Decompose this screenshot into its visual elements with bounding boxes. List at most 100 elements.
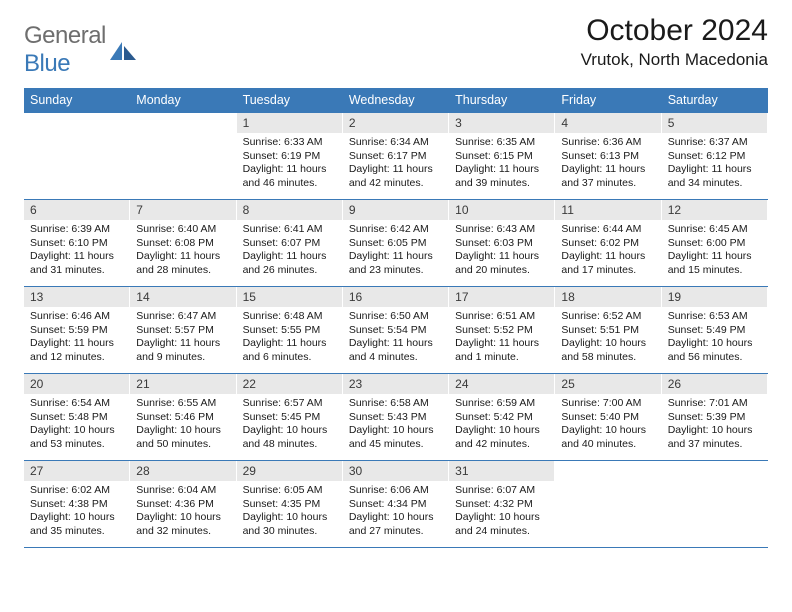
cell-body: Sunrise: 6:36 AMSunset: 6:13 PMDaylight:…	[555, 133, 660, 195]
daylight-line: Daylight: 11 hours and 9 minutes.	[136, 337, 229, 364]
date-number: 1	[237, 113, 342, 133]
cell-body: Sunrise: 6:42 AMSunset: 6:05 PMDaylight:…	[343, 220, 448, 282]
daylight-line: Daylight: 10 hours and 30 minutes.	[243, 511, 336, 538]
date-number: 2	[343, 113, 448, 133]
calendar-cell-empty	[555, 461, 661, 547]
date-number: 15	[237, 287, 342, 307]
date-number: 23	[343, 374, 448, 394]
sunset-line: Sunset: 4:32 PM	[455, 498, 548, 512]
calendar: Sunday Monday Tuesday Wednesday Thursday…	[24, 88, 768, 602]
calendar-cell: 17Sunrise: 6:51 AMSunset: 5:52 PMDayligh…	[449, 287, 555, 373]
page-title: October 2024	[581, 14, 768, 48]
daylight-line: Daylight: 11 hours and 37 minutes.	[561, 163, 654, 190]
sunrise-line: Sunrise: 6:41 AM	[243, 223, 336, 237]
sunset-line: Sunset: 5:59 PM	[30, 324, 123, 338]
calendar-week-row: 1Sunrise: 6:33 AMSunset: 6:19 PMDaylight…	[24, 112, 768, 199]
calendar-cell: 13Sunrise: 6:46 AMSunset: 5:59 PMDayligh…	[24, 287, 130, 373]
calendar-cell: 12Sunrise: 6:45 AMSunset: 6:00 PMDayligh…	[662, 200, 768, 286]
cell-body: Sunrise: 6:44 AMSunset: 6:02 PMDaylight:…	[555, 220, 660, 282]
sunrise-line: Sunrise: 6:45 AM	[668, 223, 761, 237]
sunset-line: Sunset: 4:36 PM	[136, 498, 229, 512]
sunrise-line: Sunrise: 6:42 AM	[349, 223, 442, 237]
calendar-week-row: 13Sunrise: 6:46 AMSunset: 5:59 PMDayligh…	[24, 286, 768, 373]
calendar-cell: 31Sunrise: 6:07 AMSunset: 4:32 PMDayligh…	[449, 461, 555, 547]
date-number: 4	[555, 113, 660, 133]
sunset-line: Sunset: 5:39 PM	[668, 411, 761, 425]
date-number: 14	[130, 287, 235, 307]
cell-body: Sunrise: 7:01 AMSunset: 5:39 PMDaylight:…	[662, 394, 767, 456]
daylight-line: Daylight: 10 hours and 35 minutes.	[30, 511, 123, 538]
day-header-tue: Tuesday	[237, 88, 343, 112]
sunset-line: Sunset: 6:05 PM	[349, 237, 442, 251]
sunrise-line: Sunrise: 6:05 AM	[243, 484, 336, 498]
date-number: 19	[662, 287, 767, 307]
sunset-line: Sunset: 4:34 PM	[349, 498, 442, 512]
date-number: 16	[343, 287, 448, 307]
day-header-sun: Sunday	[24, 88, 130, 112]
calendar-cell-empty	[24, 113, 130, 199]
day-header-wed: Wednesday	[343, 88, 449, 112]
cell-body: Sunrise: 6:37 AMSunset: 6:12 PMDaylight:…	[662, 133, 767, 195]
sunset-line: Sunset: 5:52 PM	[455, 324, 548, 338]
date-number: 25	[555, 374, 660, 394]
date-number: 3	[449, 113, 554, 133]
calendar-cell: 16Sunrise: 6:50 AMSunset: 5:54 PMDayligh…	[343, 287, 449, 373]
cell-body: Sunrise: 6:35 AMSunset: 6:15 PMDaylight:…	[449, 133, 554, 195]
weeks-container: 1Sunrise: 6:33 AMSunset: 6:19 PMDaylight…	[24, 112, 768, 548]
sunrise-line: Sunrise: 6:54 AM	[30, 397, 123, 411]
calendar-cell: 8Sunrise: 6:41 AMSunset: 6:07 PMDaylight…	[237, 200, 343, 286]
sunset-line: Sunset: 6:08 PM	[136, 237, 229, 251]
sunset-line: Sunset: 5:54 PM	[349, 324, 442, 338]
sunset-line: Sunset: 5:49 PM	[668, 324, 761, 338]
sunrise-line: Sunrise: 6:46 AM	[30, 310, 123, 324]
sunset-line: Sunset: 5:46 PM	[136, 411, 229, 425]
sunrise-line: Sunrise: 6:40 AM	[136, 223, 229, 237]
daylight-line: Daylight: 10 hours and 45 minutes.	[349, 424, 442, 451]
calendar-cell-empty	[662, 461, 768, 547]
sunrise-line: Sunrise: 6:53 AM	[668, 310, 761, 324]
calendar-week-row: 27Sunrise: 6:02 AMSunset: 4:38 PMDayligh…	[24, 460, 768, 548]
sunrise-line: Sunrise: 6:55 AM	[136, 397, 229, 411]
daylight-line: Daylight: 11 hours and 4 minutes.	[349, 337, 442, 364]
date-number: 18	[555, 287, 660, 307]
day-header-fri: Friday	[555, 88, 661, 112]
cell-body: Sunrise: 6:50 AMSunset: 5:54 PMDaylight:…	[343, 307, 448, 369]
calendar-cell: 26Sunrise: 7:01 AMSunset: 5:39 PMDayligh…	[662, 374, 768, 460]
cell-body: Sunrise: 6:46 AMSunset: 5:59 PMDaylight:…	[24, 307, 129, 369]
sunset-line: Sunset: 6:17 PM	[349, 150, 442, 164]
date-number: 9	[343, 200, 448, 220]
cell-body: Sunrise: 6:45 AMSunset: 6:00 PMDaylight:…	[662, 220, 767, 282]
calendar-cell: 20Sunrise: 6:54 AMSunset: 5:48 PMDayligh…	[24, 374, 130, 460]
cell-body: Sunrise: 6:59 AMSunset: 5:42 PMDaylight:…	[449, 394, 554, 456]
sunrise-line: Sunrise: 6:44 AM	[561, 223, 654, 237]
date-number: 30	[343, 461, 448, 481]
date-number: 6	[24, 200, 129, 220]
sunset-line: Sunset: 6:10 PM	[30, 237, 123, 251]
sunrise-line: Sunrise: 6:02 AM	[30, 484, 123, 498]
daylight-line: Daylight: 10 hours and 24 minutes.	[455, 511, 548, 538]
title-block: October 2024 Vrutok, North Macedonia	[581, 14, 768, 70]
sunset-line: Sunset: 6:13 PM	[561, 150, 654, 164]
sunset-line: Sunset: 5:45 PM	[243, 411, 336, 425]
daylight-line: Daylight: 11 hours and 46 minutes.	[243, 163, 336, 190]
calendar-cell: 9Sunrise: 6:42 AMSunset: 6:05 PMDaylight…	[343, 200, 449, 286]
sunrise-line: Sunrise: 6:06 AM	[349, 484, 442, 498]
sunset-line: Sunset: 5:57 PM	[136, 324, 229, 338]
daylight-line: Daylight: 10 hours and 42 minutes.	[455, 424, 548, 451]
daylight-line: Daylight: 10 hours and 32 minutes.	[136, 511, 229, 538]
cell-body: Sunrise: 6:05 AMSunset: 4:35 PMDaylight:…	[237, 481, 342, 543]
sunset-line: Sunset: 6:12 PM	[668, 150, 761, 164]
calendar-cell: 3Sunrise: 6:35 AMSunset: 6:15 PMDaylight…	[449, 113, 555, 199]
cell-body: Sunrise: 6:43 AMSunset: 6:03 PMDaylight:…	[449, 220, 554, 282]
sunset-line: Sunset: 6:00 PM	[668, 237, 761, 251]
cell-body: Sunrise: 7:00 AMSunset: 5:40 PMDaylight:…	[555, 394, 660, 456]
cell-body: Sunrise: 6:52 AMSunset: 5:51 PMDaylight:…	[555, 307, 660, 369]
sunrise-line: Sunrise: 6:36 AM	[561, 136, 654, 150]
daylight-line: Daylight: 11 hours and 6 minutes.	[243, 337, 336, 364]
sunset-line: Sunset: 4:35 PM	[243, 498, 336, 512]
cell-body: Sunrise: 6:02 AMSunset: 4:38 PMDaylight:…	[24, 481, 129, 543]
calendar-cell: 2Sunrise: 6:34 AMSunset: 6:17 PMDaylight…	[343, 113, 449, 199]
daylight-line: Daylight: 11 hours and 26 minutes.	[243, 250, 336, 277]
cell-body: Sunrise: 6:54 AMSunset: 5:48 PMDaylight:…	[24, 394, 129, 456]
sunrise-line: Sunrise: 6:47 AM	[136, 310, 229, 324]
